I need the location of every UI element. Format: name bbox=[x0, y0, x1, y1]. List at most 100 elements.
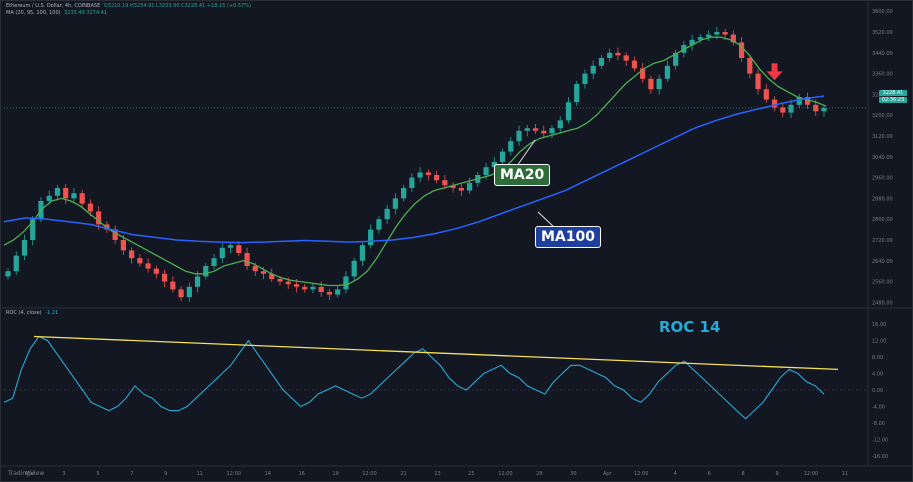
candle-body bbox=[318, 286, 324, 292]
candle-body bbox=[417, 172, 423, 178]
candle-body bbox=[549, 128, 555, 134]
red-arrow-icon bbox=[766, 63, 783, 81]
tradingview-logo: TradingView bbox=[8, 470, 45, 477]
candle-body bbox=[392, 198, 398, 209]
candle-body bbox=[112, 229, 118, 240]
symbol-legend[interactable]: Ethereum / U.S. Dollar, 4h, COINBASE O32… bbox=[6, 3, 251, 10]
candle-body bbox=[697, 37, 703, 40]
candle-body bbox=[664, 65, 670, 79]
candle-body bbox=[351, 260, 357, 277]
roc-annotation: ROC 14 bbox=[659, 318, 721, 336]
roc-tick-label: 12.00 bbox=[872, 339, 886, 345]
time-tick-label: 11 bbox=[197, 471, 203, 477]
candle-body bbox=[71, 193, 77, 199]
candle-body bbox=[499, 151, 506, 162]
candle-body bbox=[401, 188, 407, 199]
time-tick-label: 16 bbox=[298, 471, 304, 477]
roc-value: -1.21 bbox=[45, 310, 59, 316]
time-tick-label: 9 bbox=[775, 471, 778, 477]
candle-body bbox=[211, 258, 217, 266]
candle-body bbox=[285, 281, 291, 285]
candle-body bbox=[714, 32, 720, 35]
roc-legend[interactable]: ROC (4, close) -1.21 bbox=[6, 310, 58, 317]
ma-values: 3235.49 3274.41 bbox=[64, 10, 108, 16]
candle-body bbox=[466, 182, 473, 191]
candle-body bbox=[326, 292, 333, 295]
candle-body bbox=[409, 177, 415, 188]
candle-body bbox=[450, 185, 456, 188]
candle-body bbox=[21, 240, 28, 256]
roc-label: ROC (4, close) bbox=[6, 310, 42, 316]
candle-body bbox=[227, 245, 234, 248]
candle-body bbox=[54, 188, 61, 196]
candle-body bbox=[574, 84, 580, 103]
time-tick-label: 8 bbox=[742, 471, 745, 477]
candle-body bbox=[178, 289, 184, 298]
candle-body bbox=[219, 247, 225, 259]
price-tick-label: 3120.00 bbox=[872, 134, 893, 140]
time-tick-label: 14 bbox=[265, 471, 271, 477]
candle-body bbox=[376, 219, 382, 230]
ma-legend[interactable]: MA (20, 95, 100, 100) 3235.49 3274.41 bbox=[6, 10, 107, 17]
candle-body bbox=[120, 240, 126, 251]
time-tick-label: 19 bbox=[332, 471, 338, 477]
candle-body bbox=[615, 52, 621, 56]
candle-body bbox=[162, 273, 168, 282]
time-tick-label: 12:00 bbox=[227, 471, 241, 477]
ma20-leader-line bbox=[516, 139, 536, 167]
countdown-badge: 02:36:23 bbox=[879, 97, 907, 103]
time-tick-label: 9 bbox=[164, 471, 167, 477]
candle-body bbox=[458, 188, 464, 191]
time-tick-label: 23 bbox=[434, 471, 440, 477]
candle-body bbox=[780, 107, 786, 113]
candle-body bbox=[607, 52, 613, 58]
candle-body bbox=[194, 276, 201, 287]
candle-body bbox=[821, 107, 827, 112]
candle-body bbox=[516, 130, 522, 142]
candle-body bbox=[648, 78, 654, 90]
candle-body bbox=[153, 268, 159, 274]
candle-body bbox=[384, 208, 390, 220]
time-tick-label: 12:00 bbox=[804, 471, 818, 477]
ma-label: MA (20, 95, 100, 100) bbox=[6, 10, 61, 16]
roc-tick-label: -12.00 bbox=[872, 437, 888, 443]
candle-body bbox=[483, 167, 489, 175]
time-tick-label: 30 bbox=[570, 471, 576, 477]
candle-body bbox=[813, 104, 819, 112]
price-tick-label: 2640.00 bbox=[872, 259, 893, 265]
price-tick-label: 3360.00 bbox=[872, 72, 893, 78]
price-tick-label: 2560.00 bbox=[872, 280, 893, 286]
price-tick-label: 2800.00 bbox=[872, 217, 893, 223]
ma20-line bbox=[3, 36, 827, 287]
candle-body bbox=[170, 281, 176, 290]
roc-tick-label: -16.00 bbox=[872, 454, 888, 460]
candle-body bbox=[524, 128, 530, 131]
candle-body bbox=[368, 229, 374, 246]
candle-body bbox=[804, 97, 811, 105]
candle-body bbox=[30, 219, 36, 240]
time-tick-label: Mar bbox=[25, 471, 35, 477]
price-tick-label: 3520.00 bbox=[872, 30, 893, 36]
ma100-leader-line bbox=[537, 211, 556, 229]
time-tick-label: 12:00 bbox=[498, 471, 512, 477]
last-price-badge: 3228.41 bbox=[879, 90, 907, 96]
time-tick-label: 12:00 bbox=[634, 471, 648, 477]
symbol-title: Ethereum / U.S. Dollar, 4h, COINBASE bbox=[6, 3, 101, 9]
candle-body bbox=[302, 286, 308, 290]
roc-line bbox=[3, 335, 825, 420]
candle-body bbox=[508, 141, 514, 152]
ma100-annotation: MA100 bbox=[535, 226, 601, 248]
candle-body bbox=[623, 55, 629, 61]
time-tick-label: 12:00 bbox=[362, 471, 376, 477]
candle-body bbox=[129, 250, 135, 259]
time-tick-label: 5 bbox=[96, 471, 99, 477]
price-tick-label: 3600.00 bbox=[872, 9, 893, 15]
candle-body bbox=[706, 34, 712, 38]
candle-body bbox=[640, 68, 646, 79]
candle-body bbox=[788, 104, 794, 113]
candle-body bbox=[730, 34, 736, 43]
candle-body bbox=[771, 99, 778, 108]
candle-body bbox=[46, 195, 52, 201]
time-tick-label: Apr bbox=[603, 471, 613, 477]
